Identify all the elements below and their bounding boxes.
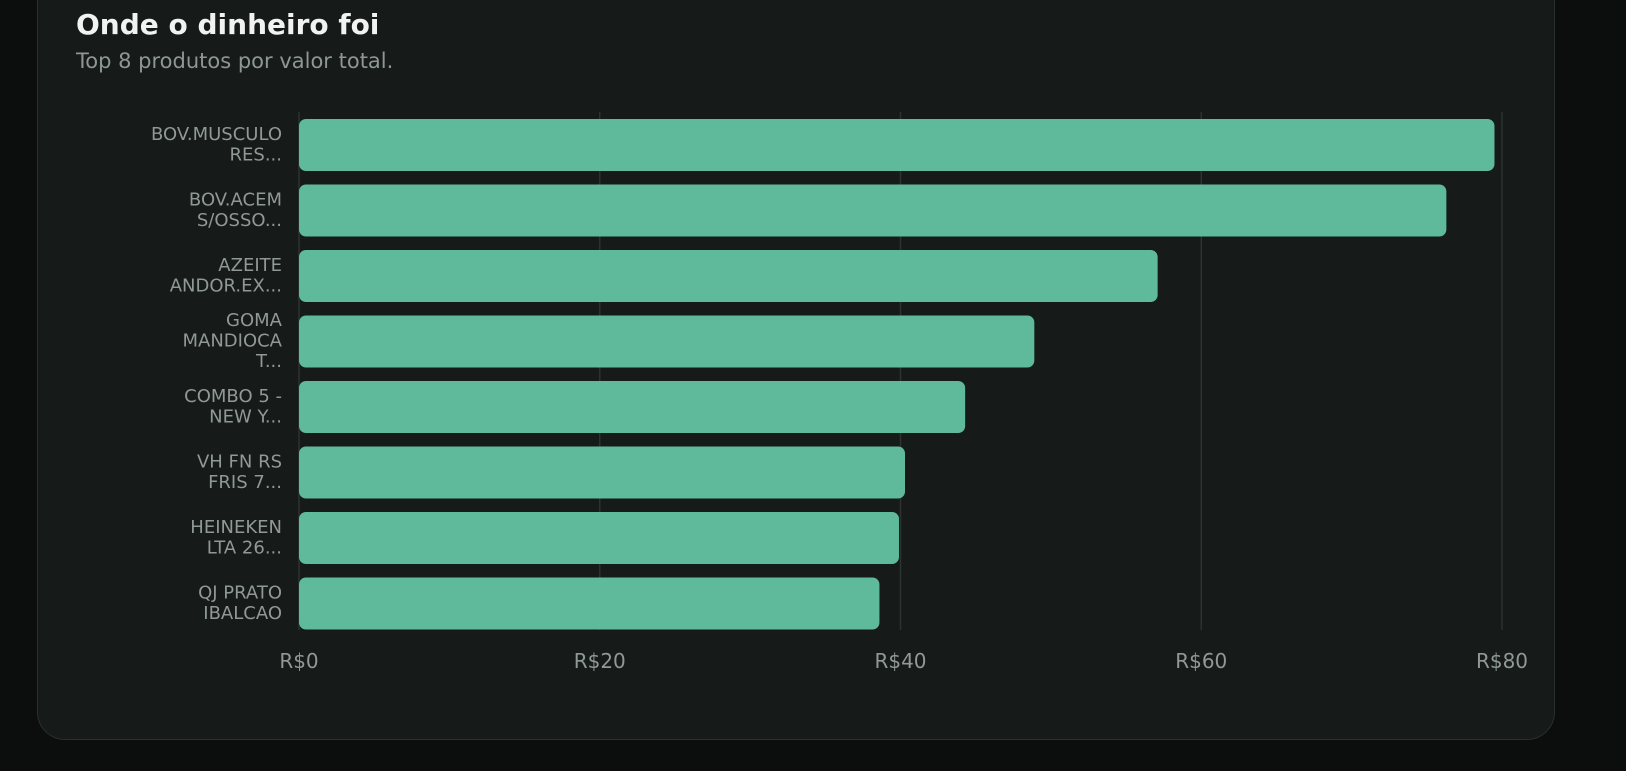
bar[interactable] [299,119,1495,171]
category-label-line: HEINEKEN [190,517,282,538]
category-label-line: AZEITE [218,255,282,276]
category-label-line: LTA 26... [207,537,282,558]
bar[interactable] [299,446,906,499]
chart-subtitle: Top 8 produtos por valor total. [76,49,394,73]
category-label-line: MANDIOCA [182,331,282,352]
category-label-line: ANDOR.EX... [170,275,282,296]
category-label-line: NEW Y... [209,406,282,427]
category-label: BOV.MUSCULO RES... [151,124,282,166]
bar[interactable] [299,577,880,630]
bar[interactable] [299,250,1158,302]
chart-title: Onde o dinheiro foi [76,8,380,41]
category-label: GOMA MANDIOCA T... [182,310,282,372]
category-label-line: COMBO 5 - [184,386,282,407]
bar[interactable] [299,512,899,564]
category-label-line: FRIS 7... [208,472,282,493]
category-label-line: VH FN RS [197,451,282,472]
category-label-line: BOV.MUSCULO [151,124,282,145]
category-label: HEINEKEN LTA 26... [190,517,282,559]
x-tick-label: R$40 [874,649,926,673]
category-label-line: T... [255,351,282,372]
x-tick-label: R$0 [279,649,318,673]
bars [299,119,1495,630]
category-label: AZEITE ANDOR.EX... [170,255,282,297]
category-label-line: IBALCAO [203,603,282,624]
category-label-line: BOV.ACEM [189,189,282,210]
category-label-line: GOMA [226,310,283,331]
category-label-line: RES... [230,144,282,165]
category-label: QJ PRATO IBALCAO [198,582,282,624]
x-tick-label: R$80 [1476,649,1528,673]
bar[interactable] [299,184,1447,237]
category-label: VH FN RS FRIS 7... [197,451,282,493]
category-label: COMBO 5 -NEW Y... [184,386,282,428]
category-labels: BOV.MUSCULO RES... BOV.ACEM S/OSSO... AZEITE… [151,124,283,624]
x-tick-label: R$60 [1175,649,1227,673]
x-tick-label: R$20 [574,649,626,673]
category-label-line: QJ PRATO [198,582,282,603]
bar[interactable] [299,315,1035,368]
x-axis-ticks: R$0 R$20 R$40 R$60 R$80 [279,649,1528,673]
category-label-line: S/OSSO... [197,210,282,231]
bar[interactable] [299,381,966,433]
category-label: BOV.ACEM S/OSSO... [189,189,282,231]
